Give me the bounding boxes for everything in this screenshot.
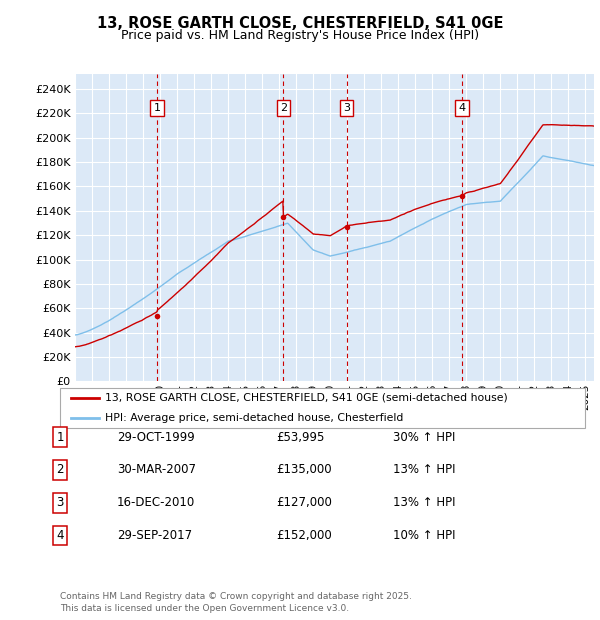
Text: 2: 2 bbox=[56, 464, 64, 476]
Text: 13% ↑ HPI: 13% ↑ HPI bbox=[393, 497, 455, 509]
Text: 10% ↑ HPI: 10% ↑ HPI bbox=[393, 529, 455, 542]
Text: 13, ROSE GARTH CLOSE, CHESTERFIELD, S41 0GE (semi-detached house): 13, ROSE GARTH CLOSE, CHESTERFIELD, S41 … bbox=[104, 392, 508, 402]
Text: 3: 3 bbox=[56, 497, 64, 509]
Text: 1: 1 bbox=[56, 431, 64, 443]
Text: 16-DEC-2010: 16-DEC-2010 bbox=[117, 497, 195, 509]
Text: £53,995: £53,995 bbox=[276, 431, 325, 443]
Text: HPI: Average price, semi-detached house, Chesterfield: HPI: Average price, semi-detached house,… bbox=[104, 413, 403, 423]
Text: 29-SEP-2017: 29-SEP-2017 bbox=[117, 529, 192, 542]
Text: 4: 4 bbox=[56, 529, 64, 542]
Text: Price paid vs. HM Land Registry's House Price Index (HPI): Price paid vs. HM Land Registry's House … bbox=[121, 29, 479, 42]
Text: 13% ↑ HPI: 13% ↑ HPI bbox=[393, 464, 455, 476]
Text: 13, ROSE GARTH CLOSE, CHESTERFIELD, S41 0GE: 13, ROSE GARTH CLOSE, CHESTERFIELD, S41 … bbox=[97, 16, 503, 30]
Text: 30-MAR-2007: 30-MAR-2007 bbox=[117, 464, 196, 476]
Text: £135,000: £135,000 bbox=[276, 464, 332, 476]
Text: 29-OCT-1999: 29-OCT-1999 bbox=[117, 431, 195, 443]
Text: £152,000: £152,000 bbox=[276, 529, 332, 542]
Text: 4: 4 bbox=[458, 103, 466, 113]
Text: £127,000: £127,000 bbox=[276, 497, 332, 509]
Text: 1: 1 bbox=[154, 103, 161, 113]
Text: 2: 2 bbox=[280, 103, 287, 113]
Text: Contains HM Land Registry data © Crown copyright and database right 2025.
This d: Contains HM Land Registry data © Crown c… bbox=[60, 591, 412, 613]
Text: 30% ↑ HPI: 30% ↑ HPI bbox=[393, 431, 455, 443]
Text: 3: 3 bbox=[343, 103, 350, 113]
